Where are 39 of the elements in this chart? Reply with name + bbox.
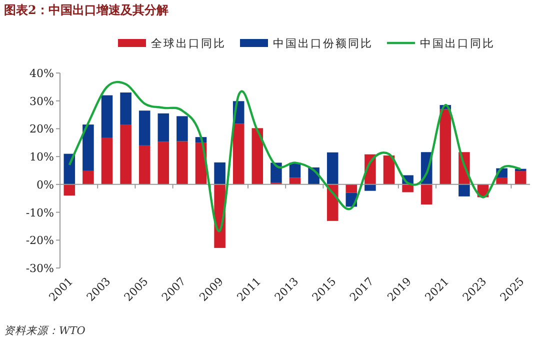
bar — [120, 92, 132, 125]
text: 资料来源：WTO — [4, 325, 86, 337]
y-tick-label: 20% — [30, 122, 54, 136]
y-tick-label: 30% — [30, 94, 54, 108]
y-tick-label: -30% — [26, 262, 54, 275]
y-tick-label: 40% — [30, 67, 54, 80]
bar — [420, 184, 432, 204]
legend-label: 中国出口同比 — [420, 37, 495, 50]
bar — [176, 141, 188, 184]
bar — [440, 109, 452, 184]
bar — [214, 162, 226, 184]
bar — [158, 142, 170, 184]
y-tick-label: 10% — [30, 150, 54, 164]
y-tick-label: -20% — [26, 234, 54, 248]
bar — [176, 116, 188, 142]
bar — [346, 184, 358, 193]
bar — [326, 152, 338, 184]
y-tick-label: 0% — [36, 178, 54, 192]
bar — [252, 128, 264, 184]
bar — [138, 110, 150, 146]
bar — [64, 184, 76, 196]
legend-label: 全球出口同比 — [151, 37, 226, 50]
bar — [496, 177, 508, 184]
bar — [232, 124, 244, 184]
bar — [514, 171, 526, 184]
bar — [383, 155, 395, 184]
chart-title: 图表2：中国出口增速及其分解 — [4, 3, 168, 17]
legend-label: 中国出口份额同比 — [273, 37, 373, 50]
bar — [158, 113, 170, 142]
bar — [82, 170, 94, 184]
bar — [101, 95, 113, 138]
bar — [138, 145, 150, 184]
bar — [120, 124, 132, 184]
bar — [289, 178, 301, 184]
bar — [458, 184, 470, 196]
bar — [364, 184, 376, 191]
bar — [82, 124, 94, 170]
y-tick-label: -10% — [26, 206, 54, 220]
bar — [101, 138, 113, 184]
